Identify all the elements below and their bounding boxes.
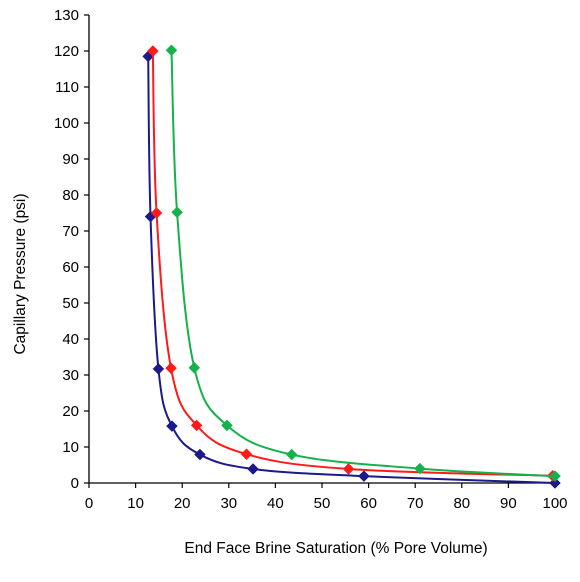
series-1-point [358,470,370,483]
x-tick-label: 50 [314,495,331,512]
y-tick-label: 0 [71,475,79,492]
series-3-point [165,44,178,57]
series-1-point [247,463,259,475]
y-tick-label: 30 [62,367,79,384]
series-1 [142,50,561,489]
x-tick-label: 60 [360,495,377,512]
series-3-point [414,462,426,475]
y-tick-label: 110 [55,79,79,96]
series-3-point [188,361,201,374]
series-1-point [194,448,206,461]
series-3-point [285,448,298,461]
x-tick-label: 10 [127,495,144,512]
x-tick-label: 20 [174,495,191,512]
series-3-line [170,50,556,478]
series-1-line [147,56,556,484]
series-2-point [165,362,177,375]
series-2-point [146,45,159,57]
y-tick-label: 70 [62,223,79,240]
y-tick-label: 80 [62,187,79,204]
series-3 [165,44,561,483]
x-tick-label: 90 [500,495,517,512]
y-tick-label: 90 [62,151,79,168]
y-tick-label: 40 [62,331,79,348]
x-axis-title: End Face Brine Saturation (% Pore Volume… [184,540,487,557]
x-tick-label: 80 [453,495,470,512]
data-series [142,44,561,489]
x-tick-label: 40 [267,495,284,512]
series-3-point [549,470,561,483]
series-1-point [166,420,178,432]
x-tick-label: 100 [542,495,567,512]
x-tick-label: 70 [407,495,424,512]
y-tick-label: 120 [54,43,79,60]
axes [84,14,556,488]
y-axis-title: Capillary Pressure (psi) [12,193,29,354]
series-2-point [190,419,203,432]
tick-labels: 0 10 20 30 40 50 60 70 80 90 100 110 120 130 0 10 20 30 40… [54,7,568,512]
x-tick-label: 0 [85,495,93,512]
series-1-point [152,363,165,375]
series-2-point [240,448,253,461]
series-2 [146,45,559,482]
series-2-point [342,463,355,475]
y-tick-label: 100 [54,115,79,132]
y-tick-label: 10 [62,439,79,456]
y-tick-label: 130 [54,7,79,24]
x-tick-label: 30 [220,495,237,512]
y-tick-label: 60 [62,259,79,276]
series-3-point [221,419,233,432]
y-tick-label: 50 [62,295,79,312]
y-tick-label: 20 [62,403,79,420]
series-3-point [171,206,183,219]
series-2-point [150,207,163,219]
